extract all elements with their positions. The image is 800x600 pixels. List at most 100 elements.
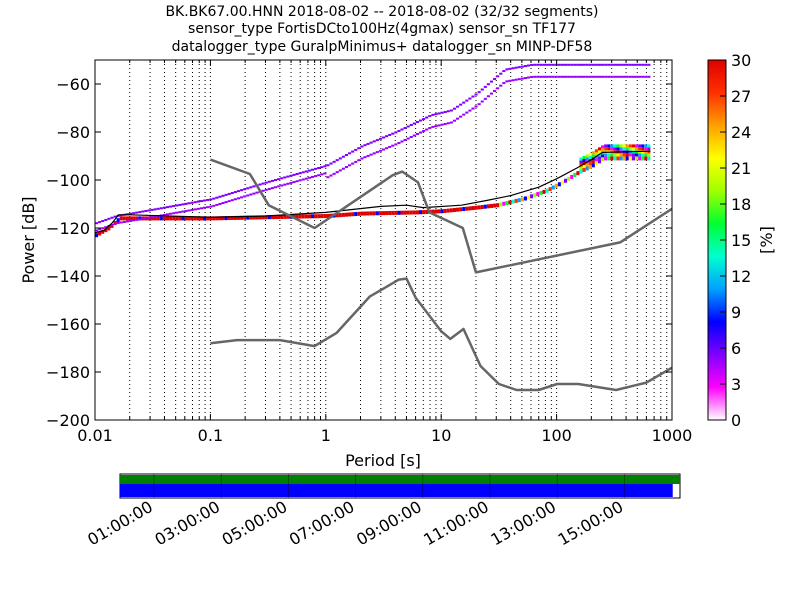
heatmap-cell	[502, 201, 506, 206]
heatmap-cell	[233, 215, 237, 220]
heatmap-cell	[452, 207, 457, 212]
heatmap-cell	[489, 203, 494, 208]
heatmap-cell	[567, 63, 571, 66]
heatmap-cell	[335, 213, 339, 218]
heatmap-cell	[412, 210, 416, 215]
heatmap-cell	[486, 204, 490, 209]
heatmap-cell	[341, 155, 345, 158]
heatmap-cell	[264, 215, 268, 220]
heatmap-cell	[616, 147, 620, 151]
colorbar-tick-label: 18	[731, 195, 751, 214]
heatmap-cell	[591, 75, 595, 78]
heatmap-cell	[607, 75, 611, 78]
heatmap-cell	[536, 63, 540, 66]
x-axis-label: Period [s]	[345, 451, 421, 470]
heatmap-cell	[351, 150, 355, 153]
heatmap-cell	[514, 198, 518, 203]
heatmap-cell	[255, 215, 259, 220]
heatmap-cell	[165, 206, 170, 209]
heatmap-cell	[95, 229, 99, 232]
heatmap-cell	[644, 153, 648, 157]
heatmap-cell	[252, 192, 256, 195]
heatmap-cell	[252, 215, 256, 220]
heatmap-cell	[431, 125, 435, 128]
heatmap-cell	[162, 216, 166, 221]
heatmap-cell	[422, 118, 426, 121]
heatmap-cell	[360, 145, 364, 148]
heatmap-cell	[594, 152, 598, 156]
heatmap-cell	[283, 176, 287, 179]
x-tick-label: 10	[431, 426, 451, 445]
heatmap-cell	[576, 75, 580, 78]
heatmap-cell	[631, 144, 635, 148]
heatmap-cell	[425, 209, 429, 214]
y-tick-label: −140	[46, 267, 90, 286]
heatmap-cell	[400, 140, 404, 143]
heatmap-cell	[631, 153, 635, 157]
heatmap-cell	[415, 133, 419, 136]
heatmap-cell	[381, 148, 386, 151]
heatmap-cell	[567, 176, 571, 181]
heatmap-cell	[221, 216, 225, 221]
heatmap-cell	[372, 152, 376, 155]
heatmap-cell	[388, 133, 392, 136]
heatmap-cell	[613, 63, 617, 66]
heatmap-cell	[98, 221, 102, 224]
heatmap-cell	[604, 153, 608, 157]
heatmap-cell	[252, 185, 256, 188]
heatmap-cell	[233, 198, 237, 201]
heatmap-cell	[496, 87, 500, 90]
heatmap-cell	[354, 160, 358, 163]
heatmap-cell	[588, 161, 592, 165]
heatmap-cell	[119, 216, 123, 221]
heatmap-cell	[564, 75, 568, 78]
y-tick-label: −80	[56, 123, 90, 142]
heatmap-cell	[449, 208, 453, 213]
y-tick-label: −100	[46, 171, 90, 190]
heatmap-cell	[597, 159, 602, 164]
heatmap-cell	[122, 220, 126, 223]
heatmap-cell	[277, 215, 281, 220]
heatmap-cell	[570, 63, 574, 66]
heatmap-cell	[459, 115, 463, 118]
heatmap-cell	[101, 227, 105, 230]
heatmap-cell	[542, 189, 546, 194]
heatmap-cell	[289, 181, 293, 184]
heatmap-cell	[625, 156, 629, 161]
heatmap-cell	[304, 170, 308, 173]
heatmap-cell	[326, 164, 330, 167]
time-tick-label: 07:00:00	[286, 497, 358, 549]
heatmap-cell	[227, 192, 231, 195]
heatmap-cell	[104, 226, 108, 229]
heatmap-cell	[564, 63, 568, 66]
colorbar-tick-label: 27	[731, 87, 751, 106]
heatmap-cell	[557, 63, 561, 66]
heatmap-cell	[634, 147, 639, 151]
heatmap-cell	[101, 229, 105, 234]
heatmap-cell	[215, 196, 219, 199]
heatmap-cell	[418, 210, 423, 215]
y-tick-label: −200	[46, 411, 90, 430]
heatmap-cell	[628, 156, 632, 161]
heatmap-cell	[601, 154, 605, 158]
heatmap-cell	[437, 112, 441, 115]
heatmap-cell	[591, 154, 595, 158]
heatmap-cell	[418, 131, 423, 134]
heatmap-cell	[585, 75, 589, 78]
heatmap-cell	[468, 109, 472, 112]
heatmap-cell	[385, 211, 389, 216]
heatmap-cell	[165, 216, 170, 221]
heatmap-cell	[570, 75, 574, 78]
heatmap-cell	[422, 130, 426, 133]
heatmap-cell	[162, 213, 166, 216]
heatmap-cell	[159, 207, 163, 210]
heatmap-cell	[545, 75, 549, 78]
heatmap-cell	[462, 101, 466, 104]
heatmap-cell	[273, 179, 278, 182]
heatmap-cell	[493, 89, 497, 92]
heatmap-cell	[116, 218, 120, 223]
heatmap-cell	[190, 201, 194, 204]
heatmap-cell	[184, 216, 188, 221]
heatmap-cell	[317, 174, 321, 177]
heatmap-cell	[403, 126, 407, 129]
